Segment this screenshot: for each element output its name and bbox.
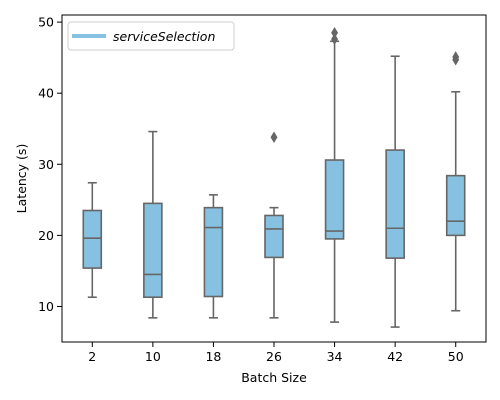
x-axis: 2 10 18 26 34 42 50 [88,342,464,364]
x-tick-label: 10 [145,349,161,364]
box-iqr [264,214,284,259]
legend: serviceSelection [67,21,235,51]
x-tick-label: 34 [327,349,343,364]
y-tick-label: 20 [38,228,54,243]
box-iqr [324,159,345,240]
x-tick-label: 26 [266,349,282,364]
outlier-point [270,131,278,144]
y-tick-label: 50 [38,15,54,30]
legend-label: serviceSelection [113,29,215,44]
legend-frame [67,21,235,51]
box-iqr [445,174,466,237]
y-axis: 10 20 30 40 50 [38,15,62,314]
y-tick-label: 30 [38,157,54,172]
box-iqr [143,202,163,299]
outlier-point [331,26,339,39]
y-tick-label: 10 [38,299,54,314]
x-tick-label: 50 [448,349,464,364]
x-axis-label: Batch Size [241,370,307,385]
outlier-point [452,51,460,63]
box-34 [324,26,345,323]
x-tick-label: 18 [205,349,221,364]
box-10 [143,130,163,319]
outlier-point [331,33,339,45]
x-tick-label: 2 [88,349,96,364]
y-tick-label: 40 [38,86,54,101]
box-iqr [203,206,224,298]
box-iqr [385,149,405,259]
box-18 [203,194,224,319]
box-42 [385,55,405,328]
box-2 [82,181,103,299]
box-series [82,26,466,328]
box-26 [264,131,284,319]
y-axis-label: Latency (s) [14,144,29,214]
box-50 [445,51,466,312]
x-tick-label: 42 [387,349,403,364]
box-iqr [82,209,103,269]
